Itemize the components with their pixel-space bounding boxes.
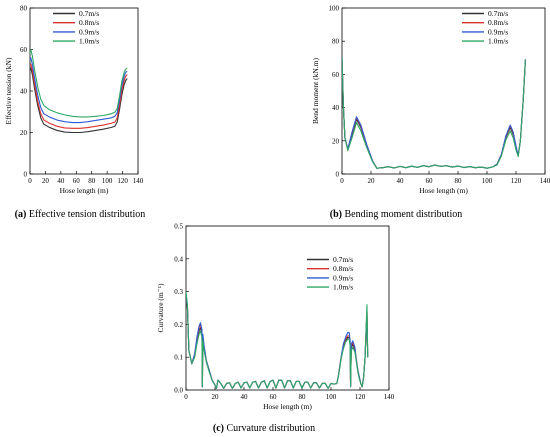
y-tick-label: 0.4: [174, 255, 183, 263]
plot-frame: [185, 225, 390, 391]
caption-a-letter: (a): [15, 209, 27, 220]
x-tick-label: 40: [241, 393, 249, 401]
series-line-0: [186, 294, 369, 389]
legend-label-3: 1.0m/s: [488, 37, 508, 46]
legend-label-1: 0.8m/s: [333, 264, 353, 273]
y-tick-label: 0.3: [174, 288, 183, 296]
series-line-2: [186, 294, 369, 389]
y-tick-label: 20: [20, 129, 28, 137]
y-tick-label: 0: [24, 171, 28, 179]
x-tick-label: 0: [340, 177, 344, 185]
y-tick-label: 60: [332, 71, 340, 79]
legend-label-0: 0.7m/s: [79, 9, 99, 18]
x-axis-label: Hose length (m): [60, 186, 109, 195]
x-tick-label: 140: [384, 393, 395, 401]
y-tick-label: 80: [20, 5, 28, 13]
panel-c-curvature: 0 20 40 60 80 100 120 140 0.0 0.1 0.2 0.3 0.4 0.5 Hose…: [156, 223, 395, 412]
x-tick-label: 100: [326, 393, 337, 401]
legend-label-2: 0.9m/s: [488, 27, 508, 36]
series-line-3: [186, 291, 369, 389]
x-tick-label: 40: [397, 177, 405, 185]
series-line-0: [30, 67, 128, 134]
x-tick-label: 140: [540, 177, 550, 185]
series-line-3: [30, 48, 128, 118]
series-line-2: [30, 57, 128, 124]
x-tick-label: 60: [270, 393, 278, 401]
caption-b-text: Bending moment distribution: [342, 209, 462, 220]
x-tick-label: 100: [482, 177, 493, 185]
caption-b: (b) Bending moment distribution: [330, 209, 463, 220]
caption-c-text: Curvature distribution: [224, 423, 315, 434]
legend: 0.7m/s0.8m/s0.9m/s1.0m/s: [307, 255, 353, 292]
y-tick-label: 100: [329, 5, 340, 13]
y-tick-label: 0.0: [174, 387, 183, 395]
x-tick-label: 20: [368, 177, 376, 185]
legend-label-0: 0.7m/s: [488, 9, 508, 18]
series-line-1: [30, 63, 128, 129]
x-tick-label: 100: [102, 177, 113, 185]
x-tick-label: 0: [28, 177, 32, 185]
legend-label-3: 1.0m/s: [79, 37, 99, 46]
x-tick-label: 120: [511, 177, 522, 185]
x-tick-label: 140: [133, 177, 144, 185]
legend-label-1: 0.8m/s: [488, 18, 508, 27]
y-tick-label: 0.5: [174, 223, 183, 231]
x-tick-label: 80: [455, 177, 463, 185]
legend-label-2: 0.9m/s: [333, 273, 353, 282]
x-axis-label: Hose length (m): [263, 402, 312, 411]
x-tick-label: 0: [184, 393, 188, 401]
series-line-3: [342, 57, 526, 169]
y-tick-label: 40: [20, 88, 28, 96]
plot-frame: [341, 7, 546, 175]
legend-label-2: 0.9m/s: [79, 27, 99, 36]
caption-c: (c) Curvature distribution: [213, 423, 315, 434]
y-tick-label: 0.2: [174, 321, 183, 329]
x-tick-label: 120: [117, 177, 128, 185]
caption-a-text: Effective tension distribution: [26, 209, 145, 220]
y-axis-label: Curvature (m⁻¹): [156, 283, 165, 332]
x-tick-label: 80: [299, 393, 307, 401]
x-tick-label: 60: [426, 177, 434, 185]
legend-label-3: 1.0m/s: [333, 283, 353, 292]
caption-c-letter: (c): [213, 423, 224, 434]
legend-label-0: 0.7m/s: [333, 255, 353, 264]
x-tick-label: 40: [57, 177, 65, 185]
y-tick-label: 80: [332, 38, 340, 46]
panel-b-bending-moment: 0 20 40 60 80 100 120 140 0 20 40 60 80 100 Hose lengt…: [311, 5, 550, 196]
legend: 0.7m/s0.8m/s0.9m/s1.0m/s: [462, 9, 508, 46]
series-line-2: [342, 57, 526, 169]
x-tick-label: 80: [88, 177, 96, 185]
y-axis-label: Bend moment (kN.m): [311, 57, 320, 124]
series-line-1: [186, 294, 369, 389]
x-tick-label: 20: [212, 393, 220, 401]
x-tick-label: 120: [355, 393, 366, 401]
y-tick-label: 0: [336, 171, 340, 179]
caption-b-letter: (b): [330, 209, 342, 220]
x-tick-label: 20: [42, 177, 50, 185]
y-tick-label: 20: [332, 137, 340, 145]
legend: 0.7m/s0.8m/s0.9m/s1.0m/s: [53, 9, 99, 46]
y-tick-label: 0.1: [174, 354, 183, 362]
y-tick-label: 40: [332, 104, 340, 112]
y-axis-label: Effective tension (kN): [4, 57, 13, 124]
x-tick-label: 60: [73, 177, 81, 185]
y-tick-label: 60: [20, 46, 28, 54]
x-axis-label: Hose length (m): [419, 186, 468, 195]
legend-label-1: 0.8m/s: [79, 18, 99, 27]
caption-a: (a) Effective tension distribution: [15, 209, 146, 220]
